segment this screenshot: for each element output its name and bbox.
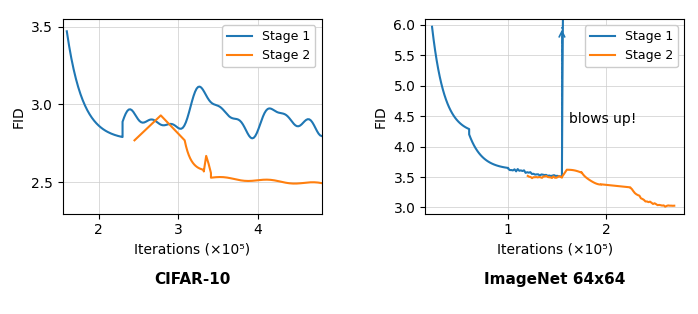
X-axis label: Iterations (×10⁵): Iterations (×10⁵) <box>496 243 613 257</box>
Text: ImageNet 64x64: ImageNet 64x64 <box>484 272 625 287</box>
Y-axis label: FID: FID <box>12 105 26 127</box>
Text: blows up!: blows up! <box>569 112 636 126</box>
X-axis label: Iterations (×10⁵): Iterations (×10⁵) <box>134 243 251 257</box>
Y-axis label: FID: FID <box>374 105 388 127</box>
Text: CIFAR-10: CIFAR-10 <box>154 272 230 287</box>
Legend: Stage 1, Stage 2: Stage 1, Stage 2 <box>584 25 678 67</box>
Legend: Stage 1, Stage 2: Stage 1, Stage 2 <box>222 25 315 67</box>
